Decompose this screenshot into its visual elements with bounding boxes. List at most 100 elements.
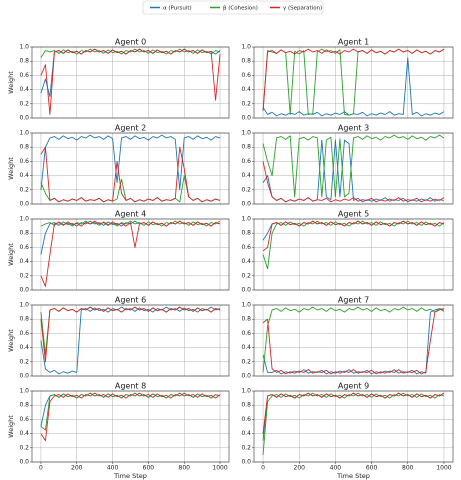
y-tick-label: 0.8 — [241, 144, 251, 151]
y-tick-label: 0.6 — [241, 244, 251, 251]
y-tick-label: 0.2 — [19, 444, 29, 451]
y-tick-label: 1.0 — [19, 130, 29, 137]
y-tick-label: 1.0 — [241, 44, 251, 51]
y-tick-label: 0.2 — [241, 444, 251, 451]
x-tick-label: 800 — [402, 465, 414, 472]
y-tick-label: 0.8 — [19, 402, 29, 409]
y-tick-label: 0.0 — [241, 459, 251, 466]
y-tick-label: 0.4 — [19, 430, 29, 437]
y-tick-label: 1.0 — [241, 130, 251, 137]
y-tick-label: 0.0 — [241, 115, 251, 122]
y-tick-label: 0.4 — [241, 430, 251, 437]
y-tick-label: 0.4 — [19, 172, 29, 179]
series-line — [40, 220, 221, 227]
legend-label: β (Cohesion) — [223, 6, 258, 12]
plot-frame — [31, 46, 230, 119]
y-tick-label: 0.4 — [19, 258, 29, 265]
y-tick-label: 0.8 — [19, 58, 29, 65]
series-line — [262, 48, 445, 116]
series-line — [262, 392, 445, 455]
subplot-title: Agent 4 — [115, 210, 146, 219]
subplot-title: Agent 7 — [338, 296, 369, 305]
y-tick-label: 0.6 — [19, 158, 29, 165]
y-tick-label: 0.0 — [19, 287, 29, 294]
x-tick-label: 1000 — [436, 465, 451, 472]
plot-frame — [253, 132, 454, 205]
y-tick-label: 0.4 — [241, 258, 251, 265]
y-tick-label: 0.4 — [19, 344, 29, 351]
y-tick-label: 0.2 — [241, 272, 251, 279]
subplot-title: Agent 2 — [115, 124, 146, 133]
x-tick-label: 600 — [143, 465, 155, 472]
y-tick-label: 0.8 — [19, 230, 29, 237]
y-tick-label: 1.0 — [19, 216, 29, 223]
y-tick-label: 0.8 — [241, 230, 251, 237]
plot-frame — [253, 390, 454, 463]
series-line — [40, 220, 221, 255]
x-tick-label: 0 — [39, 465, 43, 472]
y-tick-label: 1.0 — [19, 302, 29, 309]
series-line — [40, 134, 221, 191]
y-tick-label: 0.6 — [241, 416, 251, 423]
y-tick-label: 0.0 — [19, 459, 29, 466]
series-line — [40, 392, 221, 427]
y-tick-label: 0.6 — [19, 72, 29, 79]
y-tick-label: 0.0 — [241, 373, 251, 380]
series-line — [40, 392, 221, 442]
y-tick-label: 0.2 — [19, 186, 29, 193]
series-line — [262, 220, 445, 252]
subplot-title: Agent 6 — [115, 296, 146, 305]
series-line — [262, 161, 445, 203]
y-tick-label: 0.6 — [19, 416, 29, 423]
y-tick-label: 0.4 — [19, 86, 29, 93]
x-axis-label: Time Step — [113, 472, 147, 480]
y-tick-label: 0.0 — [19, 201, 29, 208]
y-tick-label: 0.2 — [241, 100, 251, 107]
series-line — [262, 48, 445, 111]
subplot-title: Agent 3 — [338, 124, 369, 133]
y-tick-label: 0.8 — [19, 316, 29, 323]
y-axis-label: Weight — [7, 415, 15, 438]
series-line — [262, 392, 445, 434]
series-line — [262, 57, 445, 117]
y-axis-label: Weight — [7, 157, 15, 180]
x-tick-label: 0 — [261, 465, 265, 472]
y-axis-label: Weight — [7, 71, 15, 94]
y-tick-label: 0.4 — [241, 344, 251, 351]
y-tick-label: 0.2 — [241, 186, 251, 193]
legend-label: α (Pursuit) — [163, 6, 192, 12]
y-tick-label: 0.6 — [19, 330, 29, 337]
series-line — [262, 308, 445, 375]
series-line — [262, 308, 445, 375]
subplot-title: Agent 9 — [338, 382, 369, 391]
y-tick-label: 0.0 — [19, 115, 29, 122]
y-tick-label: 1.0 — [241, 388, 251, 395]
y-tick-label: 1.0 — [19, 388, 29, 395]
series-line — [262, 134, 445, 198]
series-line — [262, 139, 445, 203]
x-tick-label: 600 — [366, 465, 378, 472]
x-tick-label: 1000 — [212, 465, 227, 472]
subplot-title: Agent 0 — [115, 38, 146, 47]
y-tick-label: 0.2 — [19, 358, 29, 365]
y-tick-label: 0.6 — [19, 244, 29, 251]
series-line — [40, 220, 221, 287]
y-tick-label: 0.8 — [19, 144, 29, 151]
y-tick-label: 1.0 — [19, 44, 29, 51]
y-tick-label: 0.8 — [241, 58, 251, 65]
plot-frame — [31, 304, 230, 377]
legend-box — [142, 0, 324, 15]
subplot-title: Agent 1 — [338, 38, 369, 47]
y-tick-label: 0.0 — [19, 373, 29, 380]
legend-label: γ (Separation) — [283, 6, 322, 12]
plot-frame — [253, 46, 454, 119]
x-tick-label: 800 — [179, 465, 191, 472]
x-tick-label: 400 — [107, 465, 119, 472]
series-line — [262, 306, 445, 373]
y-tick-label: 0.4 — [241, 86, 251, 93]
y-tick-label: 1.0 — [241, 302, 251, 309]
y-tick-label: 0.6 — [241, 158, 251, 165]
y-tick-label: 0.0 — [241, 201, 251, 208]
y-tick-label: 1.0 — [241, 216, 251, 223]
